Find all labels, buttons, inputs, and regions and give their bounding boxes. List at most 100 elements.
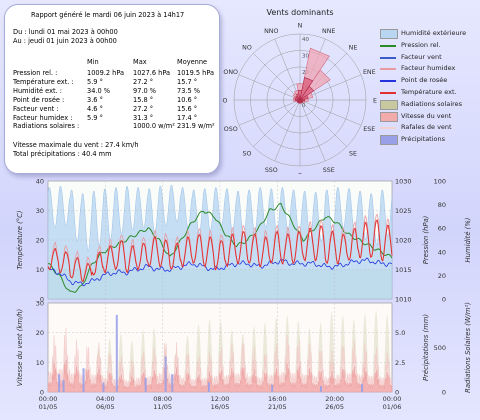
x-tick-date-label: 01/06 bbox=[383, 403, 402, 411]
humidity-tick-label: 100 bbox=[434, 178, 446, 186]
humidity-tick-label: 0 bbox=[442, 296, 446, 304]
humidity-tick-label: 80 bbox=[438, 201, 446, 209]
pressure-tick-label: 1025 bbox=[395, 207, 412, 215]
temp-axis-title: Température (°C) bbox=[16, 210, 24, 269]
col-avg-header: Moyenne bbox=[177, 58, 208, 66]
report-row-max: 97.0 % bbox=[133, 87, 157, 95]
rose-direction-label: OSO bbox=[224, 126, 238, 133]
report-box: Rapport généré le mardi 06 juin 2023 à 1… bbox=[4, 4, 220, 174]
report-row-label: Pression rel. : bbox=[13, 69, 58, 77]
precipitation-bar bbox=[115, 314, 118, 392]
rose-direction-label: E bbox=[373, 98, 377, 105]
report-from: Du : lundi 01 mai 2023 à 00h00 bbox=[13, 28, 118, 36]
solar-tick-label: 0 bbox=[442, 389, 446, 397]
rose-direction-label: S bbox=[298, 173, 302, 175]
solar-avg: 231.9 w/m² bbox=[177, 122, 215, 130]
precipitation-bar bbox=[144, 377, 147, 392]
pressure-tick-label: 1015 bbox=[395, 266, 412, 274]
pressure-tick-label: 1020 bbox=[395, 237, 412, 245]
report-row-label: Facteur humidex : bbox=[13, 114, 73, 122]
legend-item: Humidité extérieure bbox=[380, 28, 480, 40]
precipitation-bar bbox=[164, 356, 167, 392]
humidity-axis-title: Humidité (%) bbox=[464, 218, 472, 263]
solar-tick-label: 500 bbox=[434, 344, 446, 352]
legend-swatch bbox=[380, 56, 396, 59]
legend: Humidité extérieure Pression rel. Facteur … bbox=[380, 28, 480, 146]
report-row-min: 4.6 ° bbox=[87, 105, 103, 113]
x-tick-time-label: 04:00 bbox=[96, 395, 115, 403]
rose-direction-label: SSO bbox=[265, 167, 278, 174]
report-row-max: 15.8 ° bbox=[133, 96, 154, 104]
rose-direction-label: NE bbox=[349, 44, 358, 51]
report-row-min: 1009.2 hPa bbox=[87, 69, 125, 77]
legend-item: Facteur vent bbox=[380, 52, 480, 64]
rose-spoke bbox=[253, 99, 301, 147]
wind-max: Vitesse maximale du vent : 27.4 km/h bbox=[13, 141, 139, 149]
x-tick-date-label: 01/05 bbox=[39, 403, 58, 411]
legend-swatch bbox=[380, 135, 398, 146]
legend-label: Point de rosée bbox=[401, 76, 448, 85]
x-tick-date-label: 06/05 bbox=[96, 403, 115, 411]
precipitation-bar bbox=[207, 382, 210, 392]
rose-spoke bbox=[274, 99, 301, 162]
wind-speed-area bbox=[47, 359, 393, 393]
report-row-avg: 10.6 ° bbox=[177, 96, 198, 104]
rose-direction-label: N bbox=[298, 23, 303, 30]
x-tick-date-label: 11/05 bbox=[153, 403, 172, 411]
temperature-line bbox=[47, 219, 393, 282]
rose-direction-label: ENE bbox=[363, 69, 376, 76]
report-row-max: 27.2 ° bbox=[133, 105, 154, 113]
x-tick-time-label: 16:00 bbox=[268, 395, 287, 403]
report-row-avg: 15.7 ° bbox=[177, 78, 198, 86]
rose-direction-label: ESE bbox=[363, 126, 375, 133]
rose-spoke bbox=[238, 74, 301, 101]
rose-spoke bbox=[299, 99, 326, 162]
col-min-header: Min bbox=[87, 58, 99, 66]
temp-tick-label: 20 bbox=[36, 237, 44, 245]
legend-item: Facteur humidex bbox=[380, 63, 480, 75]
x-tick-time-label: 20:00 bbox=[325, 395, 344, 403]
precip-tick-label: 2.5 bbox=[395, 359, 405, 367]
legend-label: Facteur vent bbox=[401, 52, 442, 61]
rose-spoke bbox=[299, 99, 362, 126]
legend-item: Radiations solaires bbox=[380, 99, 480, 111]
report-to: Au : jeudi 01 juin 2023 à 00h00 bbox=[13, 37, 117, 45]
x-tick-date-label: 16/05 bbox=[211, 403, 230, 411]
legend-swatch bbox=[380, 29, 398, 39]
humidity-tick-label: 20 bbox=[438, 272, 446, 280]
wind-gust-area bbox=[47, 327, 393, 393]
rose-ring-label: 0 bbox=[302, 103, 306, 109]
precip-tick-label: 5.0 bbox=[395, 329, 405, 337]
legend-item: Température ext. bbox=[380, 87, 480, 99]
legend-swatch bbox=[380, 111, 398, 122]
temp-tick-label: 10 bbox=[36, 266, 44, 274]
humidity-tick-label: 40 bbox=[438, 248, 446, 256]
x-tick-time-label: 00:00 bbox=[383, 395, 402, 403]
report-row-min: 34.0 % bbox=[87, 87, 111, 95]
rose-spoke bbox=[274, 38, 301, 101]
precipitation-bar bbox=[58, 374, 61, 392]
legend-item: Précipitations bbox=[380, 134, 480, 146]
legend-label: Vitesse du vent bbox=[401, 111, 452, 120]
x-tick-time-label: 12:00 bbox=[211, 395, 230, 403]
rose-direction-label: NNE bbox=[322, 28, 335, 35]
rose-spoke bbox=[253, 53, 301, 101]
pressure-tick-label: 1030 bbox=[395, 178, 412, 186]
report-row-label: Température ext. : bbox=[13, 78, 74, 86]
legend-item: Vitesse du vent bbox=[380, 111, 480, 123]
rose-ring-label: 40 bbox=[302, 37, 309, 43]
solar-radiation-area bbox=[48, 310, 392, 392]
legend-label: Température ext. bbox=[401, 87, 457, 96]
report-row-min: 5.9 ° bbox=[87, 78, 103, 86]
rose-direction-label: NNO bbox=[264, 28, 278, 35]
legend-swatch bbox=[380, 68, 396, 71]
precipitation-bar bbox=[102, 382, 105, 392]
precipitation-bar bbox=[271, 384, 274, 392]
rose-direction-label: SE bbox=[349, 151, 357, 158]
report-row-label: Facteur vent : bbox=[13, 105, 59, 113]
solar-axis-title: Radiations Solaires (W/m²) bbox=[464, 302, 472, 393]
pressure-tick-label: 1010 bbox=[395, 296, 412, 304]
rose-direction-label: NO bbox=[242, 44, 252, 51]
legend-label: Radiations solaires bbox=[401, 99, 463, 108]
report-row-avg: 1019.5 hPa bbox=[177, 69, 215, 77]
